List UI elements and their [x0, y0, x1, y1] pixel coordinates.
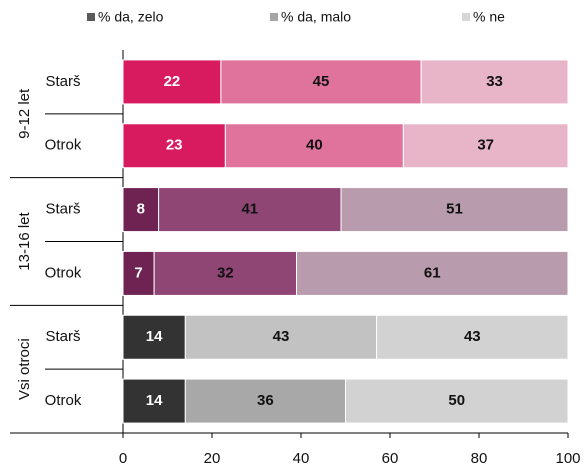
legend-label: % da, malo [281, 9, 351, 25]
x-tick-label: 60 [382, 450, 399, 467]
bar-segment [420, 59, 569, 105]
legend-marker [87, 13, 95, 21]
group-label: 13-16 let [16, 211, 33, 270]
legend-marker [270, 13, 278, 21]
bar-segment [122, 250, 155, 296]
legend-label: % ne [473, 9, 505, 25]
data-label: 33 [486, 73, 503, 90]
data-label: 36 [257, 392, 274, 409]
data-label: 51 [446, 201, 463, 218]
group-label: 9-12 let [16, 88, 33, 139]
category-label: Otrok [45, 264, 82, 281]
data-label: 43 [273, 328, 290, 345]
category-label: Starš [45, 73, 80, 90]
data-label: 41 [241, 201, 258, 218]
bar-segment [184, 314, 378, 360]
data-label: 14 [146, 392, 163, 409]
bar-segment [402, 123, 569, 169]
data-label: 43 [464, 328, 481, 345]
bar-segment [340, 187, 569, 233]
legend-marker [462, 13, 470, 21]
data-label: 32 [217, 264, 234, 281]
data-label: 22 [164, 73, 181, 90]
data-label: 50 [448, 392, 465, 409]
data-label: 7 [134, 264, 142, 281]
x-tick-label: 80 [471, 450, 488, 467]
category-label: Otrok [45, 137, 82, 154]
data-label: 45 [313, 73, 330, 90]
group-label: Vsi otroci [16, 338, 33, 400]
category-label: Otrok [45, 392, 82, 409]
bar-segment [376, 314, 569, 360]
category-label: Starš [45, 201, 80, 218]
bar-segment [122, 378, 186, 424]
data-label: 40 [306, 137, 323, 154]
data-label: 61 [424, 264, 441, 281]
bar-segment [153, 250, 298, 296]
category-label: Starš [45, 328, 80, 345]
x-tick-label: 20 [204, 450, 221, 467]
x-tick-label: 0 [119, 450, 127, 467]
bar-segment [296, 250, 569, 296]
bar-segment [122, 314, 186, 360]
data-label: 8 [137, 201, 145, 218]
bar-segment [122, 187, 160, 233]
data-label: 23 [166, 137, 183, 154]
data-label: 14 [146, 328, 163, 345]
bar-segment [184, 378, 346, 424]
legend-label: % da, zelo [98, 9, 164, 25]
bar-segment [158, 187, 342, 233]
x-tick-label: 100 [555, 450, 580, 467]
x-tick-label: 40 [293, 450, 310, 467]
bar-segment [345, 378, 569, 424]
data-label: 37 [477, 137, 494, 154]
